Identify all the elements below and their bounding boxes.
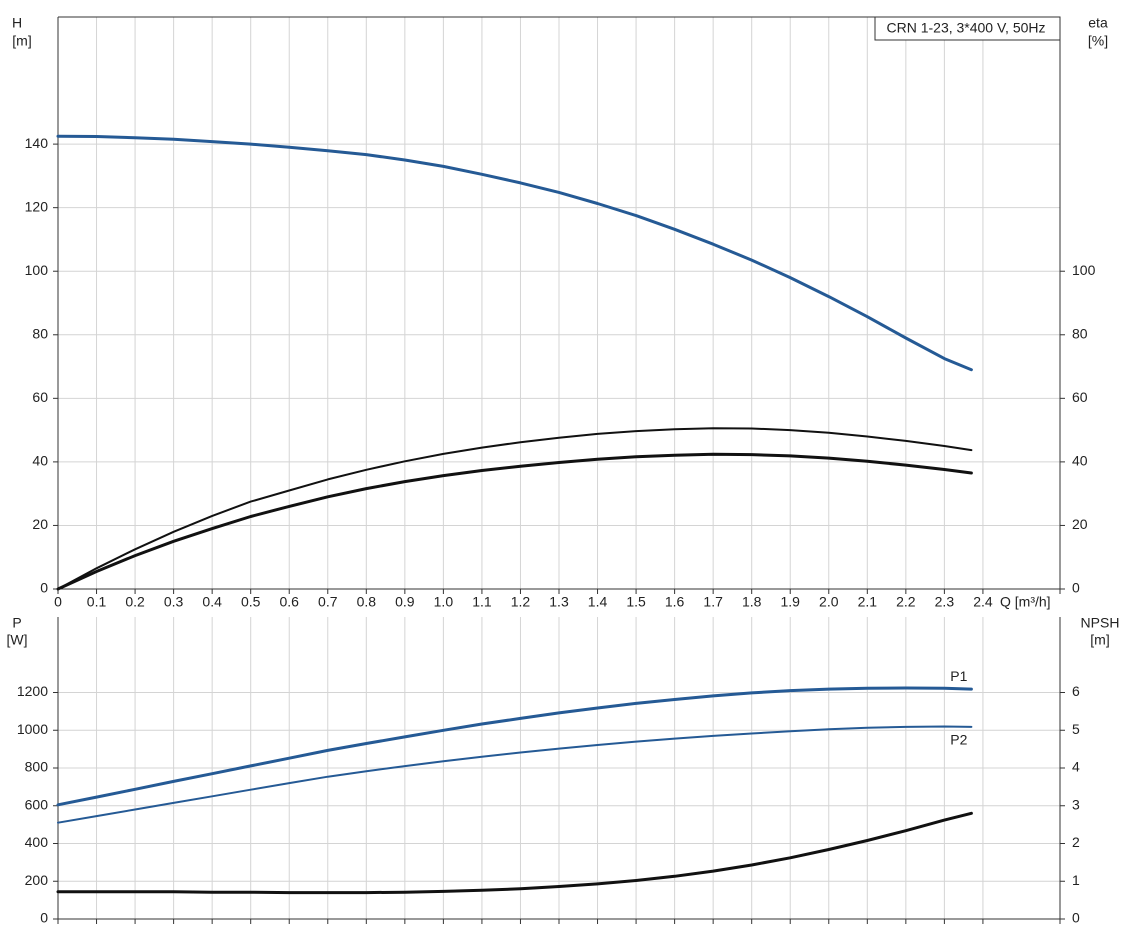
x-tick-label: 0.8: [357, 594, 377, 610]
y-tick-label: 20: [32, 516, 48, 532]
x-tick-label: 1.1: [472, 594, 492, 610]
x-tick-label: 1.8: [742, 594, 762, 610]
y-axis-unit: [W]: [7, 632, 28, 648]
y-tick-label: 400: [25, 834, 49, 850]
y2-tick-label: 4: [1072, 759, 1080, 775]
x-tick-label: 1.0: [434, 594, 454, 610]
curve: [56, 811, 973, 895]
y-tick-label: 600: [25, 796, 49, 812]
y2-tick-label: 6: [1072, 683, 1080, 699]
x-tick-label: 2.2: [896, 594, 916, 610]
x-tick-label: 1.4: [588, 594, 608, 610]
x-tick-label: 0.1: [87, 594, 107, 610]
title-box: [874, 16, 1061, 41]
x-tick-label: 2.0: [819, 594, 839, 610]
y2-tick-label: 0: [1072, 910, 1080, 926]
y-axis-label: P: [12, 615, 21, 631]
x-tick-label: 2.3: [935, 594, 955, 610]
y-tick-label: 800: [25, 759, 49, 775]
y-tick-label: 0: [40, 580, 48, 596]
x-tick-label: 0.2: [125, 594, 145, 610]
y2-axis-label: NPSH: [1081, 615, 1120, 631]
y-tick-label: 0: [40, 910, 48, 926]
curve: [56, 452, 973, 591]
x-tick-label: 1.2: [511, 594, 531, 610]
y-tick-label: 1000: [17, 721, 48, 737]
x-tick-label: 0: [54, 594, 62, 610]
x-tick-label: 0.3: [164, 594, 184, 610]
x-tick-label: 0.4: [202, 594, 222, 610]
x-tick-label: 0.6: [279, 594, 299, 610]
y2-axis-label: eta: [1088, 15, 1108, 31]
y-axis-label: H: [12, 15, 22, 31]
y-axis-unit: [m]: [12, 33, 31, 49]
x-tick-label: 1.3: [549, 594, 569, 610]
y-tick-label: 1200: [17, 683, 48, 699]
y-tick-label: 80: [32, 325, 48, 341]
curve: [56, 134, 973, 372]
y-tick-label: 120: [25, 198, 49, 214]
y2-tick-label: 80: [1072, 325, 1088, 341]
x-tick-label: 0.9: [395, 594, 415, 610]
y2-tick-label: 40: [1072, 453, 1088, 469]
y-tick-label: 100: [25, 262, 49, 278]
y2-tick-label: 1: [1072, 872, 1080, 888]
y-tick-label: 200: [25, 872, 49, 888]
x-tick-label: 1.9: [780, 594, 800, 610]
curve: [57, 725, 973, 824]
x-tick-label: 1.5: [626, 594, 646, 610]
x-tick-label: 1.6: [665, 594, 685, 610]
chart-title: CRN 1-23, 3*400 V, 50Hz: [886, 20, 1045, 36]
x-tick-label: 0.5: [241, 594, 261, 610]
y2-tick-label: 2: [1072, 834, 1080, 850]
y-tick-label: 60: [32, 389, 48, 405]
series-label: P2: [950, 732, 967, 748]
y2-tick-label: 100: [1072, 262, 1096, 278]
y2-tick-label: 0: [1072, 580, 1080, 596]
curve: [57, 427, 973, 590]
y2-tick-label: 5: [1072, 721, 1080, 737]
x-tick-label: 2.4: [973, 594, 993, 610]
x-tick-label: 0.7: [318, 594, 338, 610]
y2-tick-label: 3: [1072, 796, 1080, 812]
y2-tick-label: 20: [1072, 516, 1088, 532]
y-tick-label: 40: [32, 453, 48, 469]
y2-axis-unit: [%]: [1088, 33, 1108, 49]
x-axis-label: Q [m³/h]: [1000, 594, 1051, 610]
y-tick-label: 140: [25, 135, 49, 151]
y2-axis-unit: [m]: [1090, 632, 1109, 648]
y2-tick-label: 60: [1072, 389, 1088, 405]
x-tick-label: 1.7: [703, 594, 723, 610]
series-label: P1: [950, 668, 967, 684]
curve: [56, 686, 973, 807]
x-tick-label: 2.1: [858, 594, 878, 610]
